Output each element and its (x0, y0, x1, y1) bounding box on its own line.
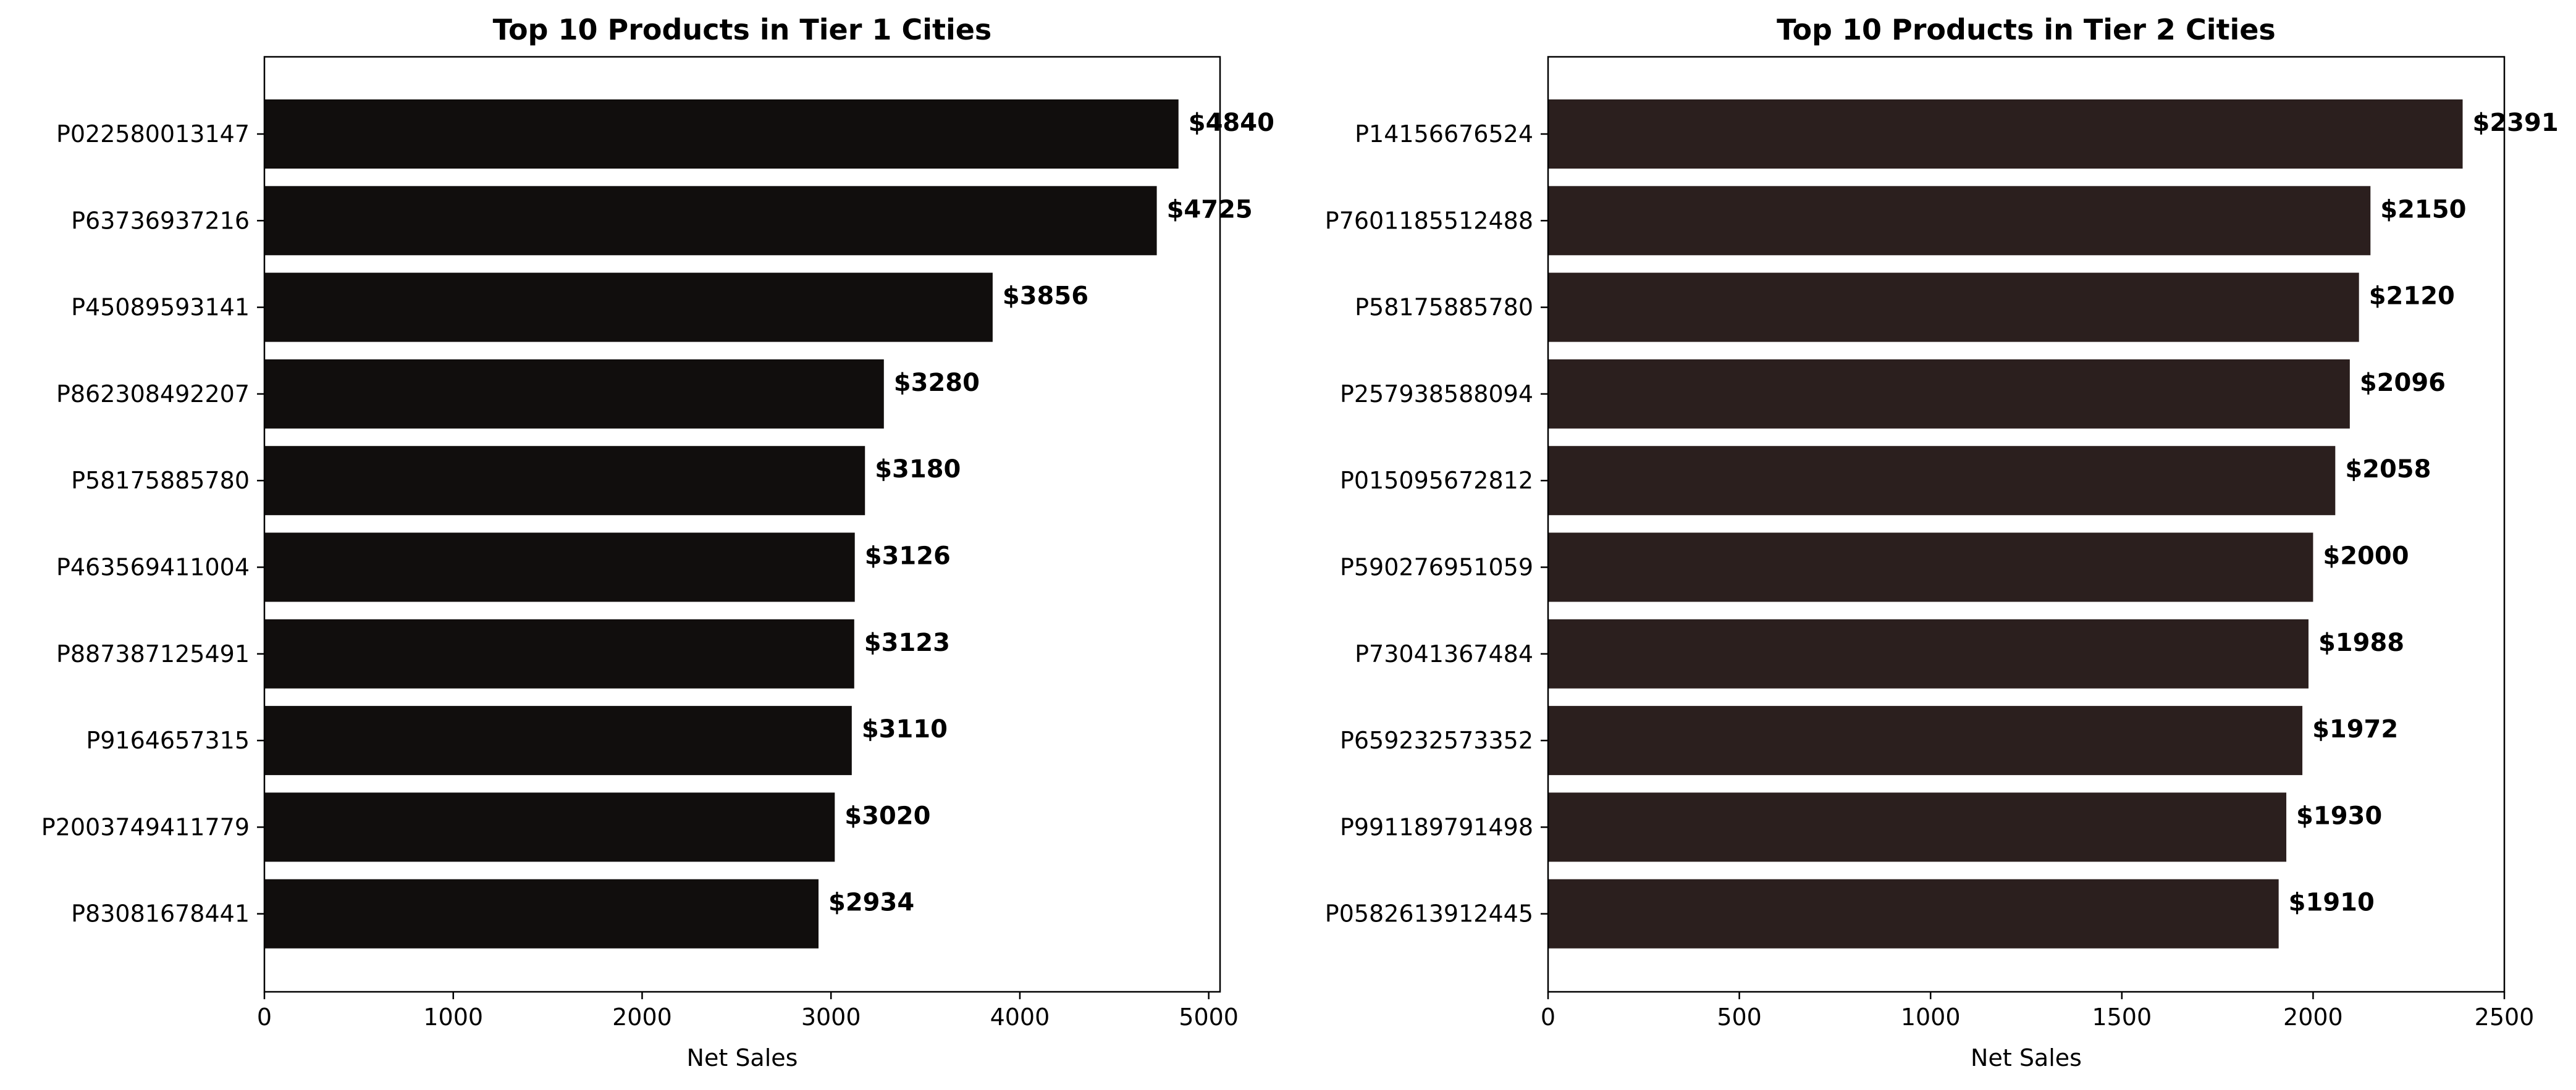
data-label: $3280 (894, 369, 980, 397)
x-axis-label: Net Sales (687, 1044, 798, 1071)
data-label: $2934 (828, 889, 914, 917)
x-tick-label: 1500 (2092, 1004, 2152, 1031)
chart-title: Top 10 Products in Tier 2 Cities (1777, 13, 2276, 46)
y-tick-label: P73041367484 (1355, 640, 1533, 668)
x-tick-label: 0 (257, 1004, 272, 1031)
x-axis-label: Net Sales (1971, 1044, 2082, 1071)
bar (1548, 619, 2309, 689)
bar (264, 706, 852, 776)
data-label: $2000 (2323, 542, 2409, 571)
y-tick-label: P659232573352 (1340, 727, 1533, 754)
bar (1548, 359, 2350, 429)
bar (1548, 879, 2279, 949)
bar (1548, 792, 2287, 862)
data-label: $4840 (1189, 109, 1274, 137)
plot-frame (263, 56, 1221, 993)
bar (264, 532, 855, 602)
data-label: $1988 (2318, 629, 2404, 657)
bar (264, 272, 993, 342)
y-tick-label: P9164657315 (86, 727, 250, 754)
data-label: $2150 (2380, 195, 2466, 224)
data-label: $1972 (2312, 715, 2398, 744)
y-tick-label: P022580013147 (56, 120, 250, 148)
y-tick-label: P257938588094 (1340, 380, 1533, 408)
y-tick-label: P63736937216 (71, 207, 250, 234)
data-label: $4725 (1167, 195, 1253, 224)
y-tick-label: P2003749411779 (41, 813, 250, 841)
y-tick-label: P7601185512488 (1325, 207, 1533, 234)
y-tick-label: P0582613912445 (1325, 900, 1533, 928)
plot-frame (1547, 56, 2506, 993)
y-tick-label: P015095672812 (1340, 467, 1533, 494)
y-tick-label: P590276951059 (1340, 554, 1533, 581)
y-tick-label: P45089593141 (71, 294, 250, 321)
bar (264, 619, 854, 689)
x-tick-label: 0 (1541, 1004, 1555, 1031)
bar (1548, 186, 2371, 256)
y-tick-label: P862308492207 (56, 380, 250, 408)
data-label: $3180 (875, 455, 961, 484)
data-label: $2391 (2473, 109, 2559, 137)
data-label: $1930 (2296, 802, 2382, 830)
data-label: $1910 (2289, 889, 2375, 917)
y-tick-label: P887387125491 (56, 640, 250, 668)
y-tick-label: P991189791498 (1340, 813, 1533, 841)
data-label: $3123 (864, 629, 950, 657)
bar (1548, 532, 2313, 602)
x-tick-label: 2500 (2475, 1004, 2535, 1031)
x-tick-label: 1000 (423, 1004, 483, 1031)
bar (1548, 446, 2336, 516)
chart-tier2: Top 10 Products in Tier 2 Cities P1415667… (1325, 13, 2559, 1071)
y-tick-label: P14156676524 (1355, 120, 1533, 148)
chart-tier1: Top 10 Products in Tier 1 Cities P0225800… (41, 13, 1274, 1071)
x-tick-label: 1000 (1901, 1004, 1961, 1031)
y-tick-label: P58175885780 (71, 467, 250, 494)
bar (264, 186, 1157, 256)
bar (264, 446, 865, 516)
y-tick-label: P463569411004 (56, 554, 250, 581)
bar (1548, 706, 2303, 776)
data-label: $3020 (844, 802, 930, 830)
bar (1548, 99, 2463, 169)
x-tick-label: 3000 (801, 1004, 861, 1031)
x-tick-label: 2000 (2283, 1004, 2343, 1031)
y-tick-label: P83081678441 (71, 900, 250, 928)
bar (264, 879, 819, 949)
x-tick-label: 500 (1717, 1004, 1762, 1031)
x-tick-label: 4000 (990, 1004, 1050, 1031)
data-label: $3110 (862, 715, 948, 744)
bar (264, 792, 835, 862)
x-tick-label: 5000 (1179, 1004, 1239, 1031)
chart-title: Top 10 Products in Tier 1 Cities (493, 13, 992, 46)
y-tick-label: P58175885780 (1355, 294, 1533, 321)
data-label: $2096 (2360, 369, 2446, 397)
bar (1548, 272, 2359, 342)
data-label: $3856 (1003, 282, 1088, 311)
data-label: $2058 (2345, 455, 2431, 484)
bar (264, 99, 1179, 169)
x-tick-label: 2000 (612, 1004, 672, 1031)
bar (264, 359, 884, 429)
data-label: $2120 (2369, 282, 2455, 311)
data-label: $3126 (865, 542, 951, 571)
